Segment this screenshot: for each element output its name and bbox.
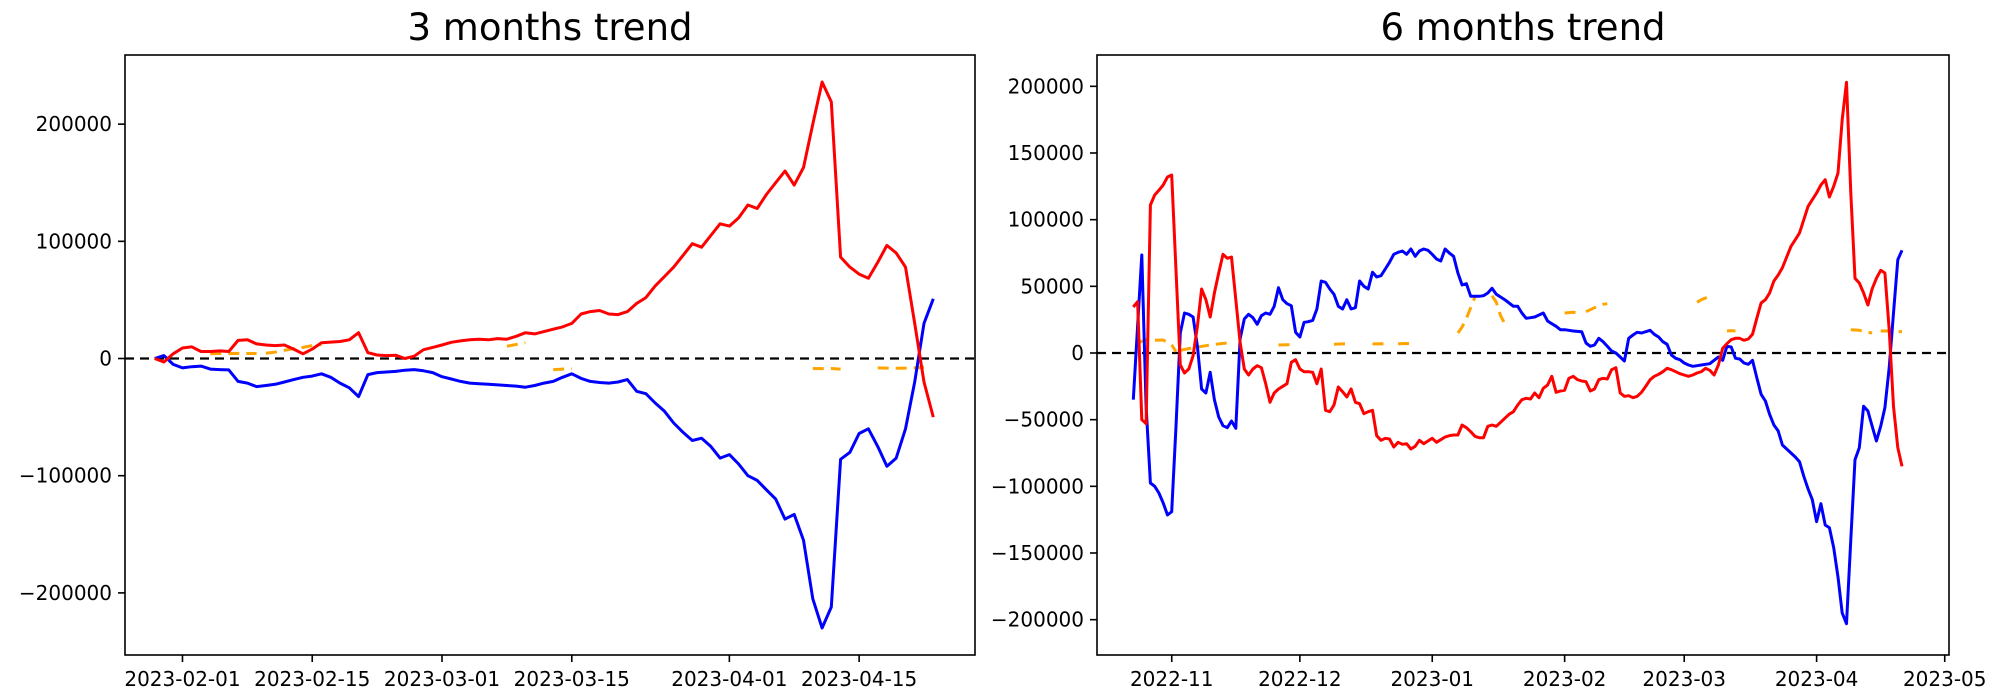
y-tick-label: −100000 — [991, 474, 1084, 498]
x-tick-label: 2023-05 — [1903, 667, 1987, 691]
y-tick-label: 0 — [99, 347, 112, 371]
plot-area-6-months: 2022-11 2022-12 2023-01 2023-02 2023-03 2023-… — [991, 54, 1987, 691]
plot-frame — [1096, 54, 1950, 656]
plot-frame — [124, 54, 976, 656]
x-tick-label: 2023-02 — [1523, 667, 1607, 691]
series-blue-line — [1131, 247, 1904, 626]
y-tick-label: −200000 — [19, 581, 112, 605]
x-tick-label: 2022-12 — [1258, 667, 1342, 691]
y-tick-label: −200000 — [991, 608, 1084, 632]
chart-title-3-months: 3 months trend — [407, 6, 693, 49]
x-tick-label: 2023-03 — [1642, 667, 1726, 691]
x-tick-label: 2022-11 — [1130, 667, 1214, 691]
x-tick-label: 2023-04-15 — [801, 667, 917, 691]
series-red-line — [1132, 80, 1904, 467]
x-tick-label: 2023-03-15 — [514, 667, 630, 691]
series-orange-dashed-line — [812, 367, 841, 371]
y-tick-label: 100000 — [1008, 208, 1084, 232]
x-tick-label: 2023-02-15 — [254, 667, 370, 691]
x-tick-label: 2023-03-01 — [384, 667, 500, 691]
series-orange-dashed-line — [506, 341, 526, 348]
y-tick-label: 0 — [1071, 341, 1084, 365]
x-tick-label: 2023-01 — [1390, 667, 1474, 691]
y-tick-label: −50000 — [1004, 408, 1084, 432]
x-tick-label: 2023-02-01 — [124, 667, 240, 691]
plot-area-3-months: 2023-02-01 2023-02-15 2023-03-01 2023-03-15… — [19, 54, 976, 691]
series-orange-dashed-line — [1696, 294, 1711, 304]
series-orange-dashed-line — [1880, 329, 1903, 334]
series-blue-line — [154, 298, 935, 630]
x-tick-label: 2023-04-01 — [671, 667, 787, 691]
series-orange-dashed-line — [1850, 328, 1873, 335]
series-orange-dashed-line — [1585, 302, 1608, 314]
y-tick-label: 200000 — [36, 112, 112, 136]
x-tick-label: 2023-04 — [1775, 667, 1859, 691]
series-orange-dashed-line — [1564, 310, 1582, 315]
series-orange-dashed-line — [553, 367, 572, 372]
y-tick-label: −150000 — [991, 541, 1084, 565]
series-orange-dashed-line — [1490, 294, 1507, 325]
chart-title-6-months: 6 months trend — [1380, 6, 1666, 49]
y-tick-label: 100000 — [36, 229, 112, 253]
y-tick-label: 50000 — [1020, 274, 1084, 298]
series-orange-dashed-line — [1180, 341, 1228, 352]
y-tick-label: 200000 — [1008, 74, 1084, 98]
series-red-line — [154, 80, 935, 418]
y-tick-label: 150000 — [1008, 141, 1084, 165]
series-orange-dashed-line — [1456, 296, 1477, 334]
y-tick-label: −100000 — [19, 464, 112, 488]
